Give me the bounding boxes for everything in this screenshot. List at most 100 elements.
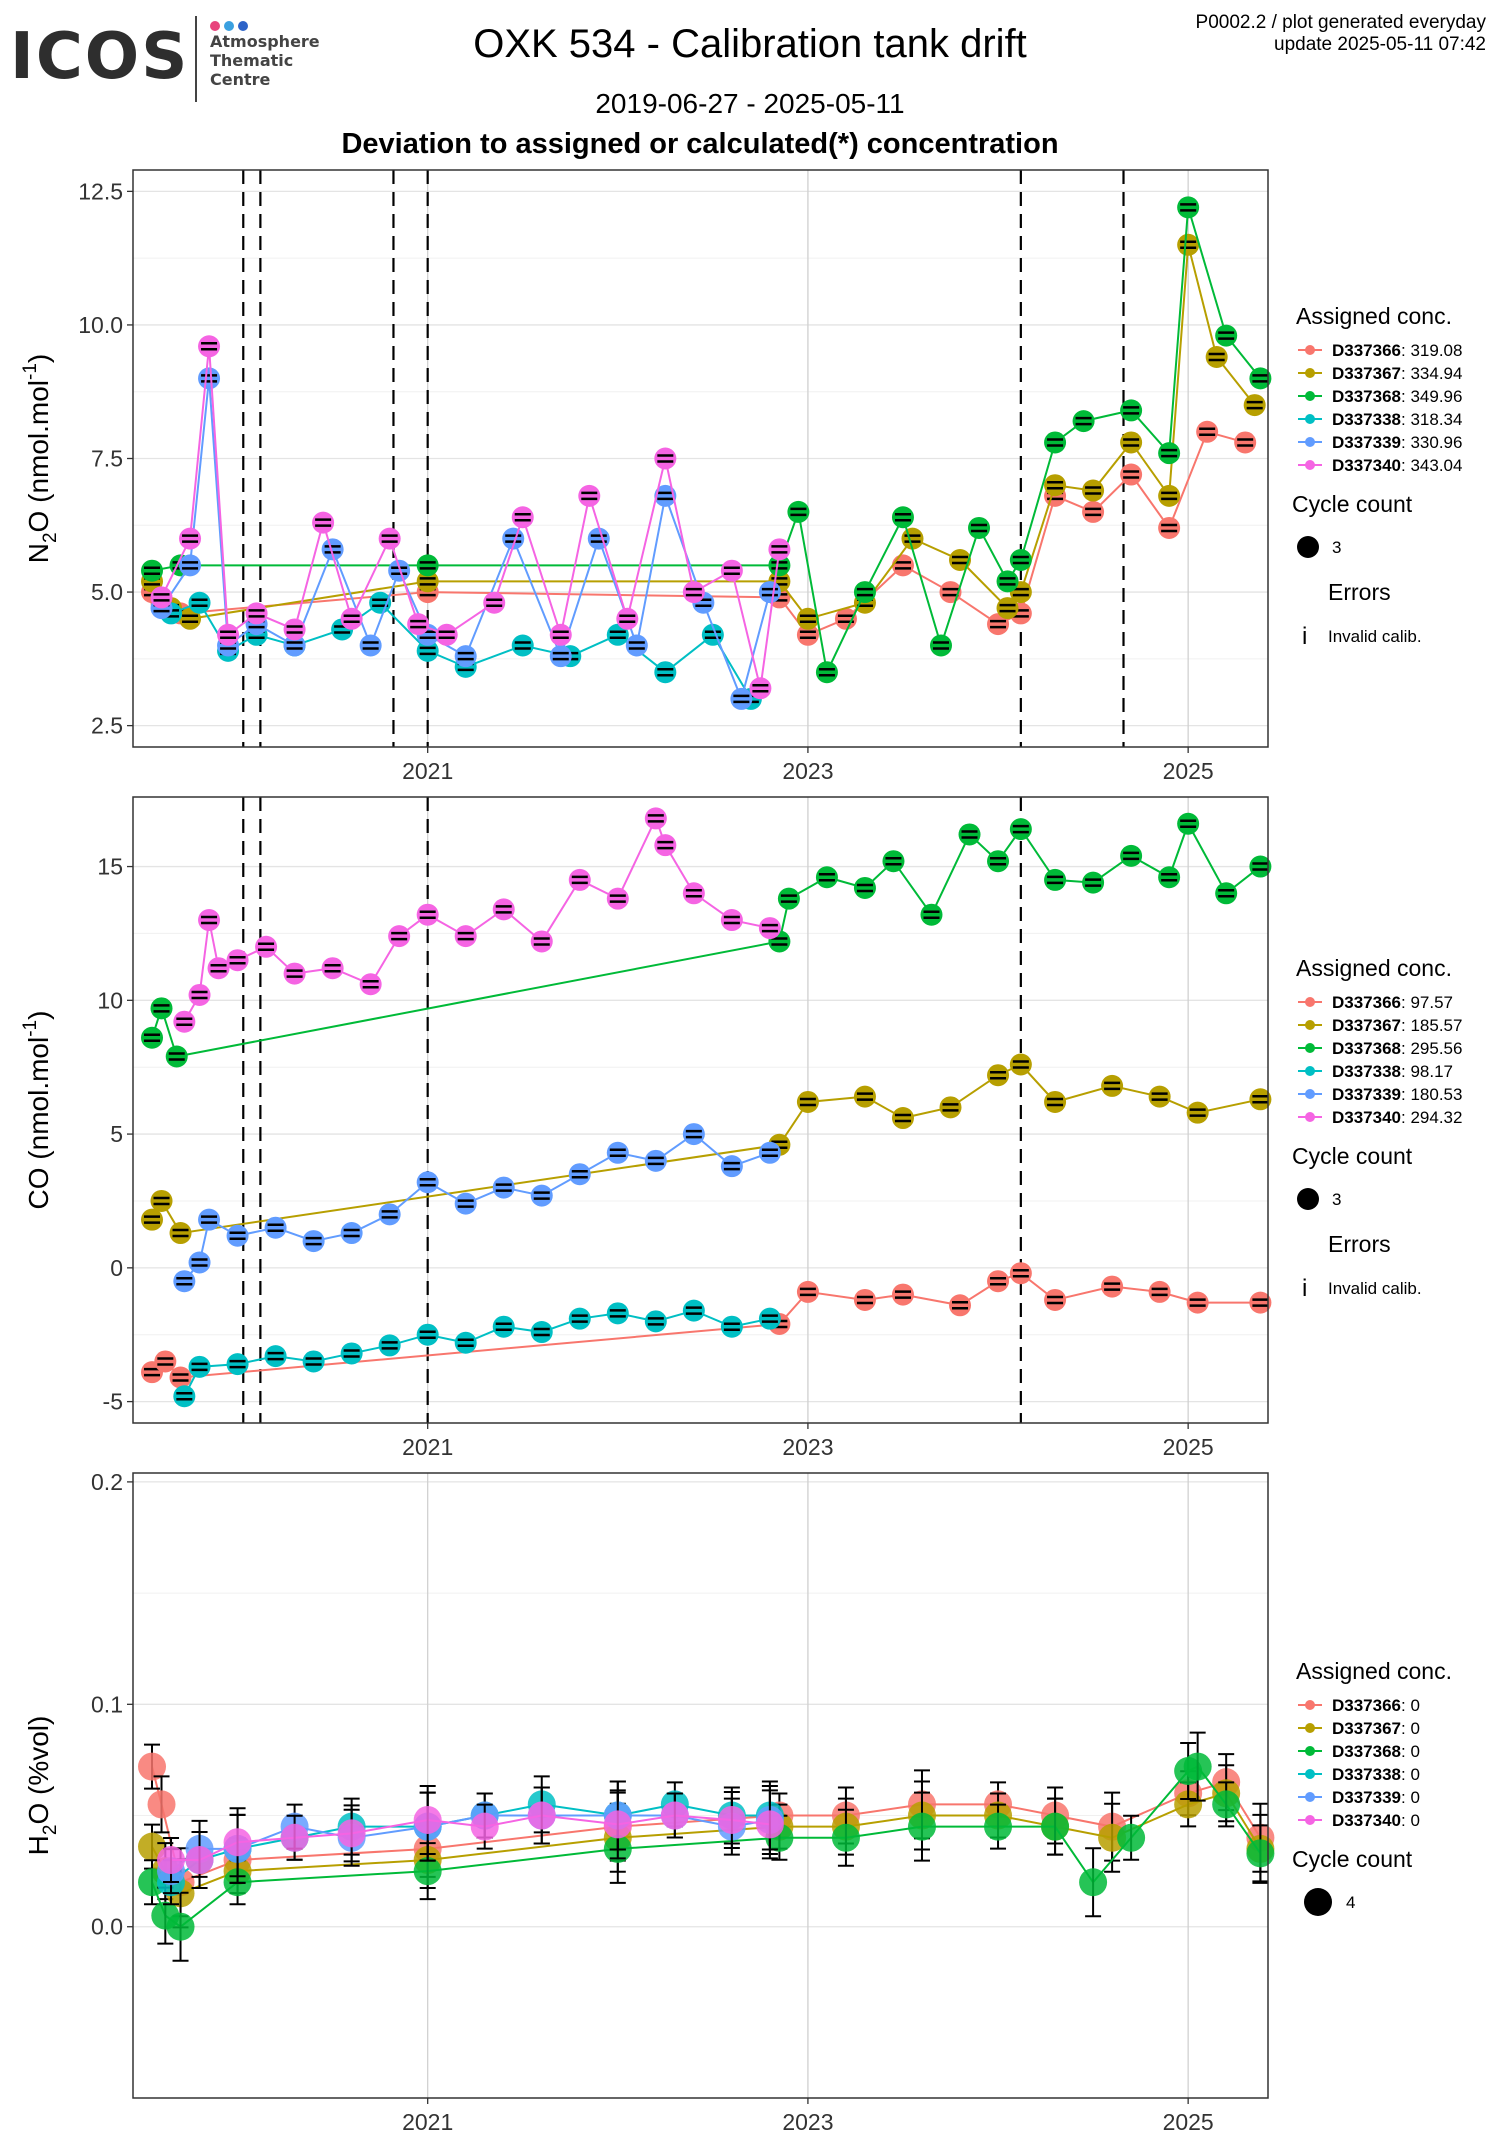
data-point-D337338: [606, 623, 629, 646]
legend-entry-tank: D337339: [1332, 433, 1401, 452]
data-point-D337338: [644, 1310, 667, 1333]
y-axis-label-sup: -1: [20, 1020, 41, 1037]
legend-cycle-title: Cycle count: [1292, 1846, 1413, 1872]
legend-entry: D337338: 318.34: [1332, 410, 1462, 429]
logo-dot: [238, 21, 248, 31]
y-tick-label: -5: [103, 1389, 123, 1415]
legend-key-dot: [1305, 1792, 1315, 1802]
legend-entry-value: 0: [1410, 1788, 1419, 1807]
y-axis-label-main: H: [23, 1835, 54, 1855]
legend-entry-value: 294.32: [1410, 1108, 1462, 1127]
plot-border: [132, 1472, 1269, 2099]
legend-key-dot: [1305, 1112, 1315, 1122]
data-point-D337338: [654, 661, 677, 684]
data-point-D337340: [173, 1010, 196, 1033]
legend-cycle-value: 3: [1332, 1190, 1341, 1209]
data-point-D337368: [141, 1026, 164, 1049]
legend-entry: D337368: 295.56: [1332, 1039, 1462, 1058]
chart-title: OXK 534 - Calibration tank drift: [473, 22, 1027, 66]
data-point-D337340: [179, 527, 202, 550]
legend-entry-sep: :: [1401, 364, 1410, 383]
series-line-D337368: [151, 1765, 1262, 1928]
data-point-D337340: [407, 613, 430, 636]
data-point-D337367: [1009, 1053, 1032, 1076]
legend-entry-value: 0: [1410, 1811, 1419, 1830]
legend-key-dot: [1305, 437, 1315, 447]
data-point-D337339: [758, 581, 781, 604]
legend-errors-label: Invalid calib.: [1328, 627, 1422, 646]
data-point-D337368: [1158, 442, 1181, 465]
legend-entry-tank: D337367: [1332, 1016, 1401, 1035]
data-point-D337338: [682, 1299, 705, 1322]
series-line-D337367: [151, 244, 1256, 620]
legend-entry-tank: D337340: [1332, 1108, 1401, 1127]
legend-entry-sep: :: [1401, 1108, 1410, 1127]
data-point-D337368: [1009, 818, 1032, 841]
legend-entry-tank: D337339: [1332, 1788, 1401, 1807]
legend-entry-tank: D337366: [1332, 341, 1401, 360]
legend-entry-value: 0: [1410, 1719, 1419, 1738]
generation-info-line1: P0002.2 / plot generated everyday: [1195, 12, 1486, 33]
data-point-D337368: [1212, 1790, 1241, 1819]
data-point-D337368: [416, 554, 439, 577]
series-line-D337368: [151, 821, 1262, 1058]
data-point-D337368: [166, 1912, 195, 1941]
data-point-D337368: [1249, 855, 1272, 878]
data-point-D337340: [758, 917, 781, 940]
data-point-D337367: [1148, 1085, 1171, 1108]
data-point-D337340: [654, 834, 677, 857]
x-tick-label: 2023: [782, 758, 833, 784]
data-point-D337339: [454, 645, 477, 668]
legend-entry-value: 295.56: [1410, 1039, 1462, 1058]
data-point-D337368: [1158, 866, 1181, 889]
y-tick-label: 0: [110, 1255, 123, 1281]
data-point-D337367: [996, 597, 1019, 620]
data-point-D337340: [568, 868, 591, 891]
data-point-D337340: [768, 538, 791, 561]
legend-entry-value: 0: [1410, 1696, 1419, 1715]
data-point-D337368: [768, 554, 791, 577]
legend-entry-tank: D337339: [1332, 1085, 1401, 1104]
data-point-D337367: [1082, 479, 1105, 502]
data-point-D337366: [1249, 1291, 1272, 1314]
legend-entry-sep: :: [1401, 1788, 1410, 1807]
data-point-D337368: [907, 1812, 936, 1841]
data-point-D337367: [150, 1189, 173, 1212]
legend-cycle-title: Cycle count: [1292, 1143, 1413, 1169]
data-point-D337339: [654, 484, 677, 507]
data-point-D337338: [378, 1334, 401, 1357]
y-axis-label: CO (nmol.mol-1): [20, 1011, 54, 1210]
data-point-D337340: [682, 882, 705, 905]
data-point-D337368: [1079, 1868, 1108, 1897]
data-point-D337366: [1186, 1291, 1209, 1314]
data-point-D337367: [891, 1107, 914, 1130]
data-point-D337340: [578, 484, 601, 507]
legend-key-dot: [1305, 1746, 1315, 1756]
data-point-D337340: [217, 623, 240, 646]
data-point-D337340: [340, 607, 363, 630]
y-axis-label-end: ): [23, 1011, 54, 1020]
legend-entry: D337339: 330.96: [1332, 433, 1462, 452]
data-point-D337340: [378, 527, 401, 550]
data-point-D337339: [549, 645, 572, 668]
y-tick-label: 7.5: [91, 446, 123, 472]
data-point-D337340: [283, 962, 306, 985]
data-point-D337338: [302, 1350, 325, 1373]
legend-entry-sep: :: [1401, 433, 1410, 452]
y-tick-label: 0.2: [91, 1469, 123, 1495]
data-point-D337368: [996, 570, 1019, 593]
legend-key-dot: [1305, 414, 1315, 424]
data-point-D337368: [1177, 812, 1200, 835]
legend-entry: D337367: 185.57: [1332, 1016, 1462, 1035]
data-point-D337366: [138, 1752, 167, 1781]
series-line-D337366: [151, 1766, 1262, 1884]
data-point-D337340: [654, 447, 677, 470]
y-tick-label: 5.0: [91, 579, 123, 605]
logo-dots-icon: [210, 18, 252, 36]
data-point-D337339: [283, 634, 306, 657]
plot-panel-2: -5 0 5 10 15 2021 2023 2025 CO (nmol.mol-1) Assig…: [20, 796, 1462, 1460]
data-point-D337339: [388, 559, 411, 582]
legend-entry-tank: D337338: [1332, 410, 1401, 429]
data-point-D337366: [1234, 431, 1257, 454]
legend-entry-tank: D337340: [1332, 456, 1401, 475]
